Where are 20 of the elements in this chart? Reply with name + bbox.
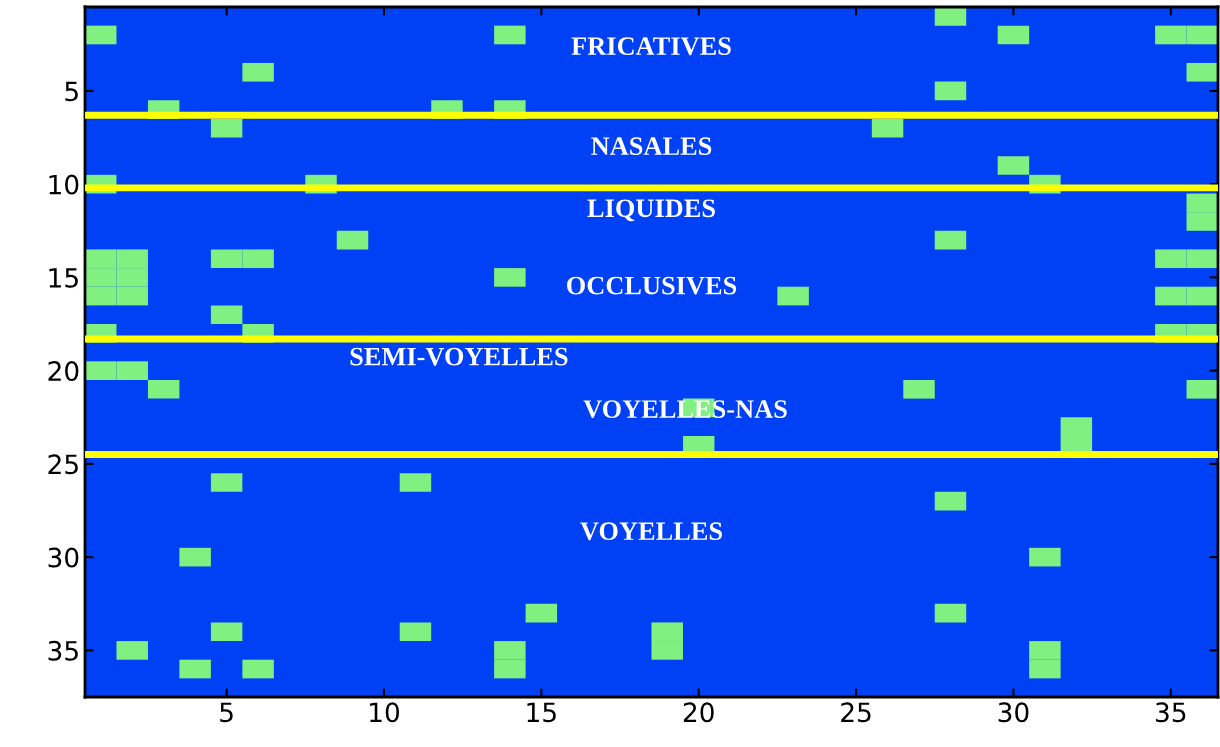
x-tick-label: 10 <box>370 702 400 723</box>
x-tick-label: 25 <box>841 702 871 723</box>
x-tick-label: 30 <box>998 702 1029 723</box>
y-tick-label: 5 <box>65 81 78 102</box>
annotation: FRICATIVES <box>571 37 731 56</box>
y-tick-label: 10 <box>49 174 79 195</box>
x-tick-label: 35 <box>1156 702 1186 723</box>
y-tick-label: 30 <box>48 547 79 568</box>
y-tick-label: 25 <box>48 454 78 475</box>
x-tick-label: 5 <box>220 702 233 723</box>
annotation: NASALES <box>591 137 712 156</box>
annotation: LIQUIDES <box>587 199 715 222</box>
y-tick-label: 20 <box>48 361 79 382</box>
annotation: OCCLUSIVES <box>567 276 737 295</box>
y-tick-label: 15 <box>49 268 78 288</box>
annotation: SEMI-VOYELLES <box>350 347 568 366</box>
x-tick-label: 15 <box>527 702 556 723</box>
annotation: VOYELLES <box>580 522 722 541</box>
x-tick-label: 20 <box>683 702 714 723</box>
y-tick-label: 35 <box>48 640 78 661</box>
